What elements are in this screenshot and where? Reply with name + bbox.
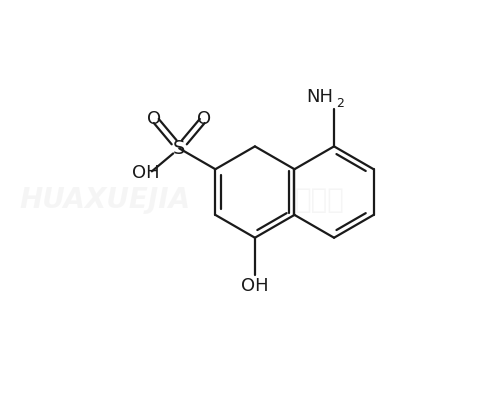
Text: OH: OH — [132, 164, 160, 182]
Text: 化学加: 化学加 — [295, 186, 344, 214]
Text: OH: OH — [241, 278, 269, 296]
Text: O: O — [147, 110, 161, 128]
Text: O: O — [197, 110, 211, 128]
Text: 2: 2 — [336, 97, 344, 110]
Text: S: S — [173, 139, 186, 158]
Text: NH: NH — [306, 88, 333, 106]
Text: HUAXUEJIA: HUAXUEJIA — [19, 186, 191, 214]
